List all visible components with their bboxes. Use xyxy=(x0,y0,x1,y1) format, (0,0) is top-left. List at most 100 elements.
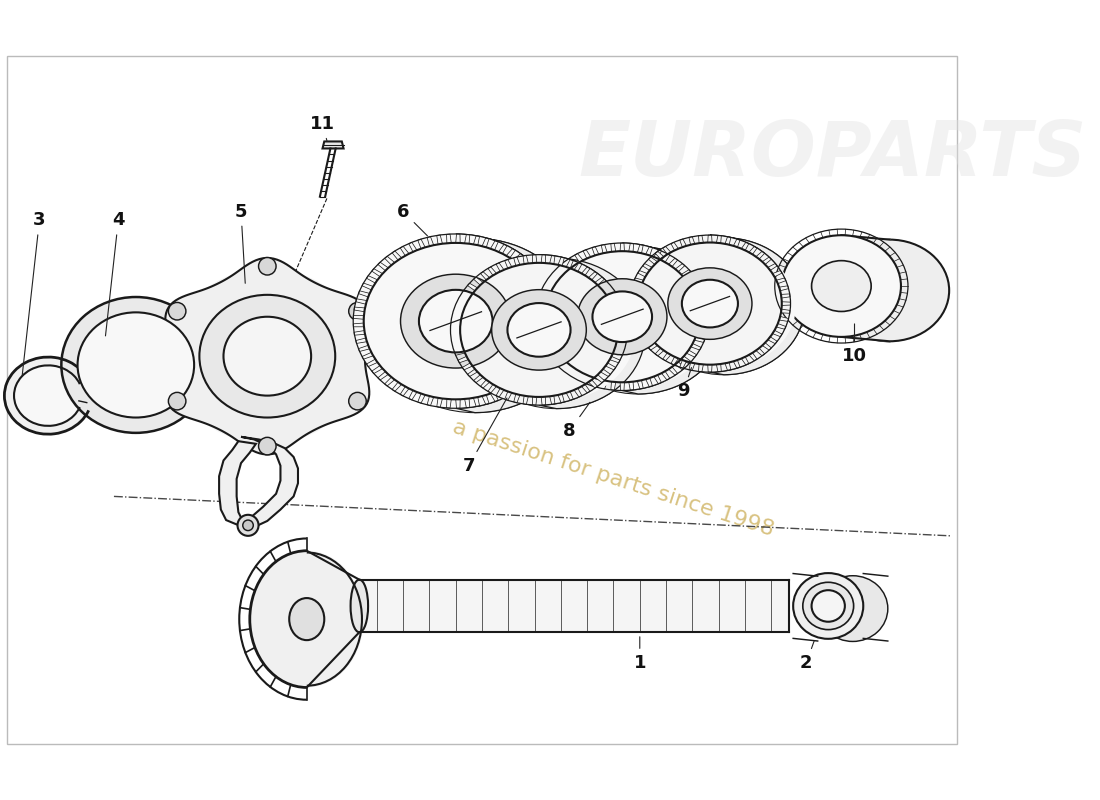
Polygon shape xyxy=(366,359,377,366)
Text: 5: 5 xyxy=(234,202,248,283)
Ellipse shape xyxy=(250,550,364,687)
Polygon shape xyxy=(671,357,679,365)
Polygon shape xyxy=(526,369,537,377)
Polygon shape xyxy=(631,317,640,322)
Polygon shape xyxy=(629,294,639,298)
Ellipse shape xyxy=(561,254,715,386)
Polygon shape xyxy=(762,342,771,350)
Polygon shape xyxy=(536,356,548,363)
Text: EUROPARTS: EUROPARTS xyxy=(579,118,1087,192)
Polygon shape xyxy=(392,251,402,260)
Polygon shape xyxy=(741,357,749,365)
Polygon shape xyxy=(514,254,524,262)
Ellipse shape xyxy=(451,254,627,405)
Polygon shape xyxy=(574,388,582,397)
Polygon shape xyxy=(620,243,625,251)
Polygon shape xyxy=(498,244,507,254)
Polygon shape xyxy=(842,235,890,342)
Polygon shape xyxy=(762,257,771,265)
Polygon shape xyxy=(617,335,627,339)
Polygon shape xyxy=(409,390,417,400)
Polygon shape xyxy=(481,380,490,388)
Polygon shape xyxy=(392,382,402,391)
Polygon shape xyxy=(536,322,546,326)
Polygon shape xyxy=(558,394,564,402)
Polygon shape xyxy=(355,299,367,304)
Polygon shape xyxy=(605,290,616,297)
Polygon shape xyxy=(539,254,645,409)
Polygon shape xyxy=(582,384,590,393)
Polygon shape xyxy=(609,356,620,362)
Text: 4: 4 xyxy=(106,211,124,336)
Polygon shape xyxy=(540,337,550,342)
Polygon shape xyxy=(372,269,383,277)
Polygon shape xyxy=(623,251,715,386)
Polygon shape xyxy=(473,397,480,406)
Polygon shape xyxy=(447,234,451,243)
Polygon shape xyxy=(359,291,370,297)
Polygon shape xyxy=(697,330,707,334)
Ellipse shape xyxy=(830,240,949,342)
Polygon shape xyxy=(543,342,554,347)
Polygon shape xyxy=(629,302,638,306)
Polygon shape xyxy=(514,394,520,402)
Polygon shape xyxy=(488,384,496,393)
Polygon shape xyxy=(520,259,530,268)
Polygon shape xyxy=(756,348,764,356)
Polygon shape xyxy=(473,236,480,245)
Ellipse shape xyxy=(373,238,578,413)
Polygon shape xyxy=(629,382,634,390)
Ellipse shape xyxy=(629,235,791,372)
Polygon shape xyxy=(458,297,469,303)
Polygon shape xyxy=(637,380,644,389)
Polygon shape xyxy=(588,380,597,388)
Ellipse shape xyxy=(78,312,194,418)
Polygon shape xyxy=(560,263,570,272)
Polygon shape xyxy=(605,363,616,370)
Polygon shape xyxy=(734,360,740,368)
Polygon shape xyxy=(455,399,460,408)
Polygon shape xyxy=(566,259,573,268)
Polygon shape xyxy=(637,245,644,254)
Polygon shape xyxy=(768,263,778,270)
Text: 6: 6 xyxy=(397,202,428,236)
Polygon shape xyxy=(691,283,701,290)
Polygon shape xyxy=(646,378,652,387)
Polygon shape xyxy=(656,348,664,356)
Polygon shape xyxy=(548,350,558,357)
Ellipse shape xyxy=(468,258,645,409)
Polygon shape xyxy=(710,242,795,367)
Polygon shape xyxy=(613,305,624,310)
Ellipse shape xyxy=(578,278,667,354)
Polygon shape xyxy=(716,364,722,372)
Polygon shape xyxy=(725,362,730,370)
Polygon shape xyxy=(474,277,483,285)
Polygon shape xyxy=(514,257,520,266)
Circle shape xyxy=(349,392,366,410)
Polygon shape xyxy=(638,270,647,277)
Polygon shape xyxy=(601,283,610,290)
Polygon shape xyxy=(768,337,778,344)
Polygon shape xyxy=(629,309,639,314)
Polygon shape xyxy=(418,394,426,403)
Ellipse shape xyxy=(817,576,888,642)
Polygon shape xyxy=(532,397,537,405)
Polygon shape xyxy=(574,262,582,271)
Polygon shape xyxy=(707,365,712,372)
Polygon shape xyxy=(550,255,556,264)
Polygon shape xyxy=(698,235,703,243)
Polygon shape xyxy=(700,315,710,318)
Polygon shape xyxy=(653,250,661,258)
Polygon shape xyxy=(648,342,658,350)
Polygon shape xyxy=(362,283,373,290)
Polygon shape xyxy=(537,299,548,304)
Polygon shape xyxy=(360,580,789,632)
Polygon shape xyxy=(629,243,634,252)
Polygon shape xyxy=(481,272,490,280)
Polygon shape xyxy=(634,323,643,330)
Polygon shape xyxy=(547,311,558,315)
Polygon shape xyxy=(520,374,530,383)
Polygon shape xyxy=(681,270,691,278)
Polygon shape xyxy=(616,342,626,347)
Polygon shape xyxy=(418,239,426,249)
